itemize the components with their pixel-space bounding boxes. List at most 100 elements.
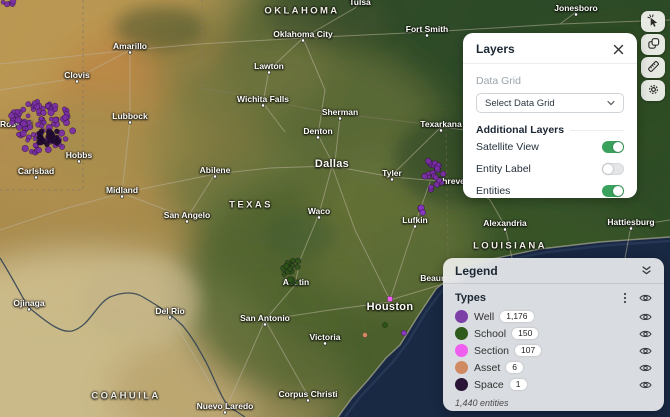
layer-toggle-label: Entity Label <box>476 163 531 175</box>
city-dot <box>412 224 417 229</box>
double-chevron-down-icon[interactable] <box>641 266 652 276</box>
city-label: Beaumont <box>420 273 462 283</box>
school-marker-east-houston <box>382 322 388 328</box>
city-label: Hobbs <box>65 150 93 160</box>
legend-row-asset: Asset 6 <box>455 359 652 376</box>
type-count-badge: 6 <box>506 362 523 373</box>
city-label: Wichita Falls <box>237 94 289 104</box>
state-label: LOUISIANA <box>473 240 547 252</box>
well-cluster-roswell <box>8 98 77 156</box>
data-grid-select[interactable]: Select Data Grid <box>476 93 624 113</box>
state-label: COAHUILA <box>91 390 161 402</box>
toggle-switch-satellite-view[interactable] <box>602 141 624 153</box>
eye-icon[interactable] <box>639 312 652 322</box>
school-cluster-austin <box>280 257 302 286</box>
additional-layers-title: Additional Layers <box>476 124 565 136</box>
city-label: Amarillo <box>112 41 148 51</box>
city-dot <box>127 120 132 125</box>
well-cluster-tyler-south <box>417 204 427 216</box>
city-label: Abilene <box>199 165 231 175</box>
city-label: Midland <box>105 185 139 195</box>
toggle-knob <box>603 164 613 174</box>
city-dot <box>34 175 39 180</box>
city-label: Roswell <box>0 119 33 129</box>
city-label: Waco <box>307 206 331 216</box>
city-label: San Antonio <box>240 313 290 323</box>
shapes-button[interactable] <box>641 34 665 55</box>
data-grid-label: Data Grid <box>476 75 521 87</box>
close-icon[interactable] <box>613 44 624 55</box>
types-title: Types <box>455 292 486 304</box>
type-count-badge: 107 <box>515 345 542 356</box>
type-label: Asset <box>474 361 501 374</box>
layer-toggle-label: Entities <box>476 185 511 197</box>
measure-button[interactable] <box>641 57 665 78</box>
well-cluster-roswell-core <box>36 128 62 148</box>
city-label: Hattiesburg <box>607 217 655 227</box>
type-color-dot <box>455 310 468 323</box>
entity-total: 1,440 entities <box>455 398 509 408</box>
city-label: Fort Smith <box>405 24 449 34</box>
type-label: School <box>474 327 507 340</box>
city-dot <box>260 103 265 108</box>
city-label: Alexandria <box>483 218 527 228</box>
state-label: TEXAS <box>229 199 273 211</box>
legend-row-well: Well 1,176 <box>455 308 652 325</box>
well-specks-topleft <box>0 0 17 8</box>
type-color-dot <box>455 344 468 357</box>
type-count-badge: 1,176 <box>500 311 534 322</box>
eye-icon[interactable] <box>639 363 652 373</box>
map-toolbar <box>641 11 665 101</box>
type-color-dot <box>455 361 468 374</box>
city-dot <box>77 159 82 164</box>
layer-toggle-row: Entities <box>476 180 624 202</box>
eye-icon[interactable] <box>639 380 652 390</box>
city-label: Texarkana <box>420 119 462 129</box>
city-dot <box>322 341 327 346</box>
legend-row-section: Section 107 <box>455 342 652 359</box>
cursor-click-button[interactable] <box>641 11 665 32</box>
city-label: Del Rio <box>155 306 185 316</box>
city-dot <box>424 33 429 38</box>
section-divider <box>570 129 624 131</box>
settings-button[interactable] <box>641 80 665 101</box>
city-label: Jonesboro <box>554 3 598 13</box>
eye-icon[interactable] <box>639 346 652 356</box>
city-dot <box>120 194 125 199</box>
kebab-menu-icon[interactable] <box>623 292 627 304</box>
toggle-knob <box>613 142 623 152</box>
city-dot <box>212 174 217 179</box>
city-label: Nuevo Laredo <box>196 401 254 411</box>
toggle-switch-entity-label[interactable] <box>602 163 624 175</box>
city-dot <box>127 50 132 55</box>
city-label: Oklahoma City <box>273 29 333 39</box>
type-label: Well <box>474 310 495 323</box>
legend-title: Legend <box>455 264 498 278</box>
city-label: Victoria <box>309 332 341 342</box>
layer-toggle-row: Entity Label <box>476 158 624 180</box>
city-label: San Angelo <box>163 210 211 220</box>
city-label: Lawton <box>254 61 284 71</box>
city-dot <box>389 177 394 182</box>
city-dot <box>502 227 507 232</box>
city-dot <box>574 12 579 17</box>
city-dot <box>222 410 227 415</box>
city-dot <box>75 79 80 84</box>
toggle-switch-entities[interactable] <box>602 185 624 197</box>
layer-toggle-label: Satellite View <box>476 141 539 153</box>
eye-icon[interactable] <box>639 329 652 339</box>
type-count-badge: 1 <box>509 379 527 390</box>
city-label: Denton <box>303 126 333 136</box>
legend-panel: Legend Types Well 1,176 School 150 Section 10… <box>443 258 664 411</box>
city-label: Carlsbad <box>17 166 55 176</box>
eye-icon[interactable] <box>639 293 652 303</box>
layer-toggle-row: Satellite View <box>476 136 624 158</box>
city-label: Tulsa <box>349 0 371 7</box>
city-dot <box>26 307 31 312</box>
legend-row-school: School 150 <box>455 325 652 342</box>
city-dot <box>629 226 634 231</box>
well-cluster-tyler <box>421 157 447 193</box>
city-label: Corpus Christi <box>278 389 338 399</box>
